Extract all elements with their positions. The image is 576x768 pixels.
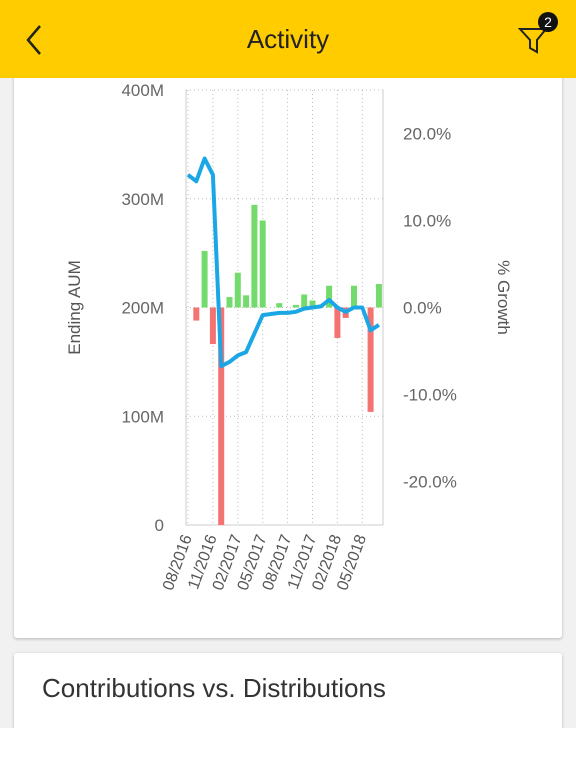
- bar: [226, 297, 233, 308]
- bar: [251, 204, 258, 308]
- bar: [301, 294, 308, 308]
- y-tick-label: 100M: [121, 407, 164, 426]
- bar: [243, 295, 250, 308]
- bottom-area: [0, 728, 576, 768]
- y2-tick-label: 0.0%: [403, 299, 442, 318]
- bar: [193, 307, 200, 321]
- bar: [209, 307, 216, 345]
- filter-badge: [538, 12, 558, 32]
- y-tick-label: 200M: [121, 299, 164, 318]
- header-icons: 2: [26, 12, 558, 55]
- y2-tick-label: 10.0%: [403, 212, 451, 231]
- chart-card: 0 100M 200M 300M 400M -20.0% -10.0% 0.0% 10.0% 20…: [14, 60, 562, 638]
- bar: [326, 285, 333, 308]
- bar: [367, 307, 374, 412]
- bar: [309, 300, 316, 308]
- y2-tick-label: -10.0%: [403, 386, 457, 405]
- bar: [234, 272, 241, 308]
- y-tick-label: 0: [155, 516, 164, 535]
- bar: [201, 250, 208, 308]
- y-tick-label: 400M: [121, 81, 164, 100]
- bar: [334, 307, 341, 338]
- card-title: Contributions vs. Distributions: [42, 673, 386, 703]
- app-header: 2 Activity: [0, 0, 576, 78]
- y-axis-title: Ending AUM: [65, 260, 84, 355]
- line: [186, 156, 380, 369]
- y2-tick-label: -20.0%: [403, 473, 457, 492]
- back-button[interactable]: [26, 25, 41, 55]
- header-title: Activity: [246, 24, 330, 54]
- bar: [375, 284, 382, 308]
- bar: [218, 307, 225, 525]
- chart: 0 100M 200M 300M 400M -20.0% -10.0% 0.0% 10.0% 20…: [65, 81, 513, 593]
- bar: [351, 285, 357, 308]
- y2-tick-label: 20.0%: [403, 125, 451, 144]
- bar: [259, 220, 266, 308]
- bar: [276, 303, 283, 308]
- y-tick-label: 300M: [121, 190, 164, 209]
- bar: [292, 304, 299, 308]
- y2-axis-title: % Growth: [494, 260, 513, 335]
- filter-badge-count: 2: [544, 14, 552, 30]
